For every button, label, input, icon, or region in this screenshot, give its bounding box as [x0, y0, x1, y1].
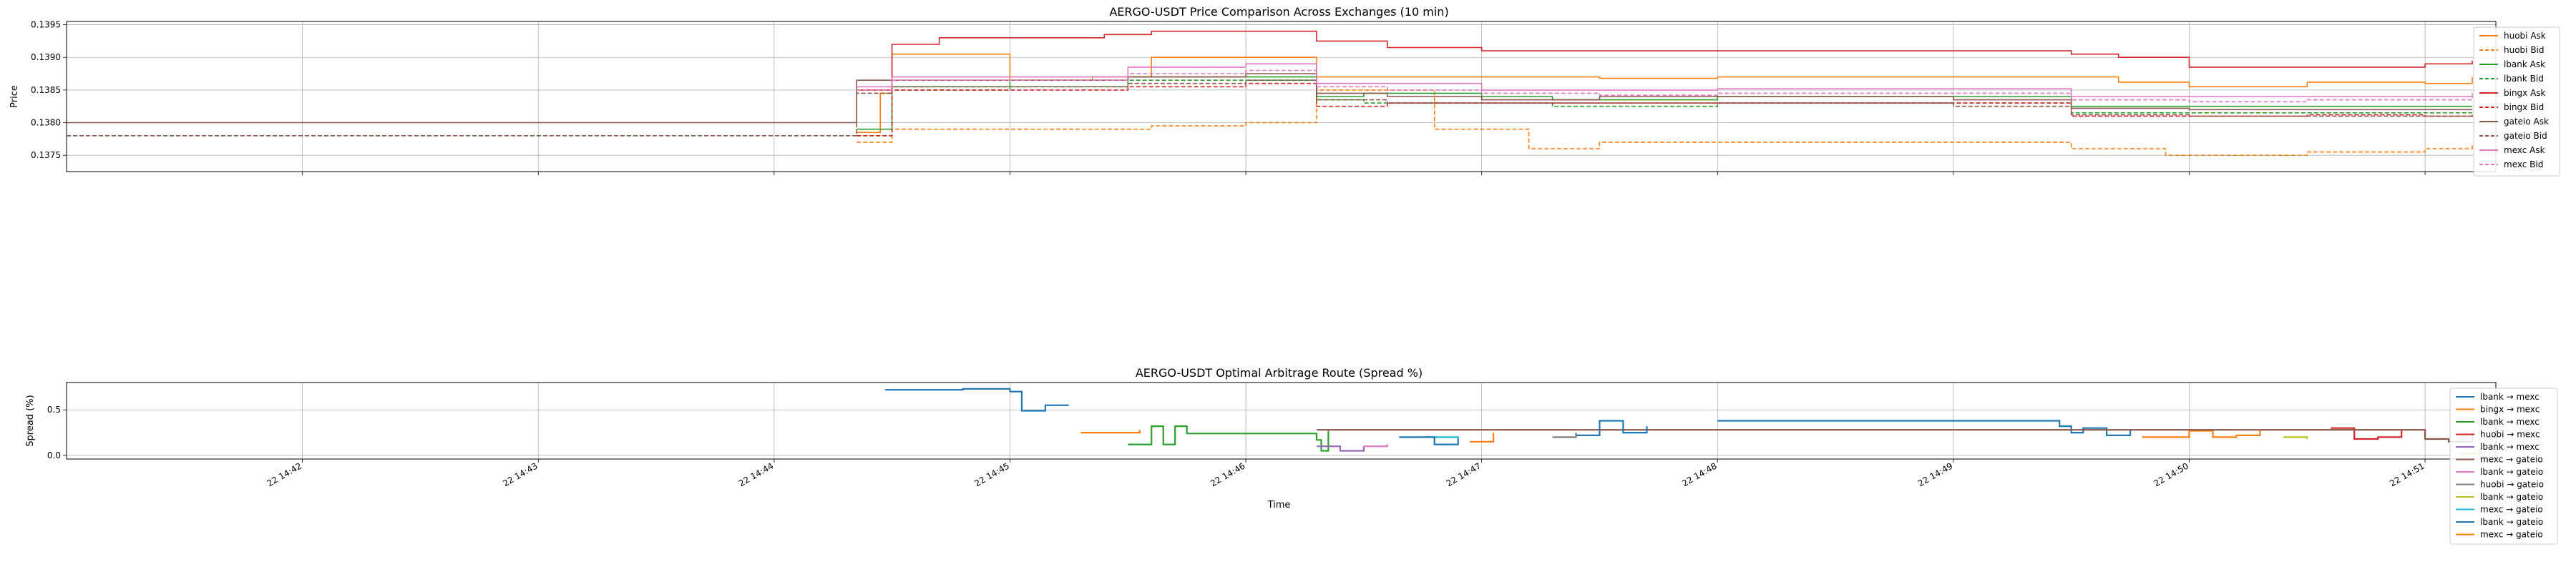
series-line-lbank-mexc [1128, 425, 1330, 452]
legend-label: mexc → gateio [2480, 505, 2543, 515]
series-line-huobi-bid [857, 89, 2473, 156]
legend-label: mexc Ask [2504, 145, 2545, 155]
series-line-gateio-bid [67, 79, 2472, 137]
y-axis-label: Price [9, 85, 20, 108]
legend-label: lbank → gateio [2480, 517, 2543, 527]
legend-label: lbank Bid [2504, 74, 2544, 84]
series-line-lbank-mexc [1316, 445, 1365, 452]
legend-label: mexc → gateio [2480, 455, 2543, 465]
legend-label: lbank → gateio [2480, 492, 2543, 502]
x-axis-label: Time [1267, 500, 1291, 511]
y-tick-label: 0.5 [47, 405, 61, 415]
y-tick-label: 0.1380 [31, 118, 61, 128]
series-line-bingx-bid [857, 82, 2473, 137]
legend-box [2449, 388, 2558, 545]
price-comparison-panel: 0.1375 0.1380 0.1385 0.1390 0.1395 AERGO-USDT… [9, 5, 2560, 177]
series-line-lbank-gateio [1363, 444, 1388, 448]
chart-title: AERGO-USDT Optimal Arbitrage Route (Spre… [1136, 366, 1423, 380]
legend-label: lbank → mexc [2480, 392, 2540, 402]
series-line-lbank-mexc [1717, 420, 2132, 436]
series-line-lbank-gateio [2283, 436, 2308, 439]
series-line-lbank-mexc [884, 388, 1011, 392]
series-line-bingx-mexc [1080, 430, 1141, 434]
y-tick-label: 0.0 [47, 450, 61, 460]
series-line-huobi-gateio [1552, 433, 1577, 438]
y-tick-label: 0.1385 [31, 85, 61, 95]
series-line-huobi-ask [857, 53, 2473, 133]
chart-title: AERGO-USDT Price Comparison Across Excha… [1109, 5, 1448, 19]
series-line-mexc-gateio [1470, 433, 1495, 443]
legend-label: lbank Ask [2504, 59, 2545, 69]
legend-label: gateio Ask [2504, 117, 2549, 127]
series-line-lbank-gateio [1576, 420, 1648, 436]
series-line-huobi-mexc [2331, 427, 2403, 440]
y-tick-label: 0.1395 [31, 20, 61, 30]
y-tick-label: 0.1390 [31, 52, 61, 62]
series-line-mexc-bid [857, 69, 2473, 103]
legend-label: mexc → gateio [2480, 530, 2543, 540]
legend-label: bingx Ask [2504, 88, 2546, 98]
legend-label: bingx → mexc [2480, 405, 2540, 415]
legend-label: bingx Bid [2504, 102, 2544, 112]
y-axis-label: Spread (%) [25, 395, 36, 446]
legend-label: huobi Ask [2504, 31, 2546, 41]
series-line-lbank-mexc [1010, 390, 1069, 412]
y-tick-label: 0.1375 [31, 150, 61, 160]
series-line-lbank-gateio [1399, 436, 1459, 445]
legend-label: mexc Bid [2504, 159, 2543, 169]
series-line-mexc-ask [857, 63, 2473, 97]
legend-label: lbank → mexc [2480, 417, 2540, 427]
legend-label: huobi → mexc [2480, 430, 2540, 440]
legend-label: gateio Bid [2504, 131, 2547, 141]
legend-label: huobi → gateio [2480, 480, 2544, 490]
legend-label: huobi Bid [2504, 45, 2545, 55]
series-line-bingx-ask [857, 30, 2473, 91]
legend-label: lbank → gateio [2480, 467, 2543, 477]
legend-label: lbank → mexc [2480, 442, 2540, 452]
series-line-bingx-mexc [2142, 430, 2261, 438]
